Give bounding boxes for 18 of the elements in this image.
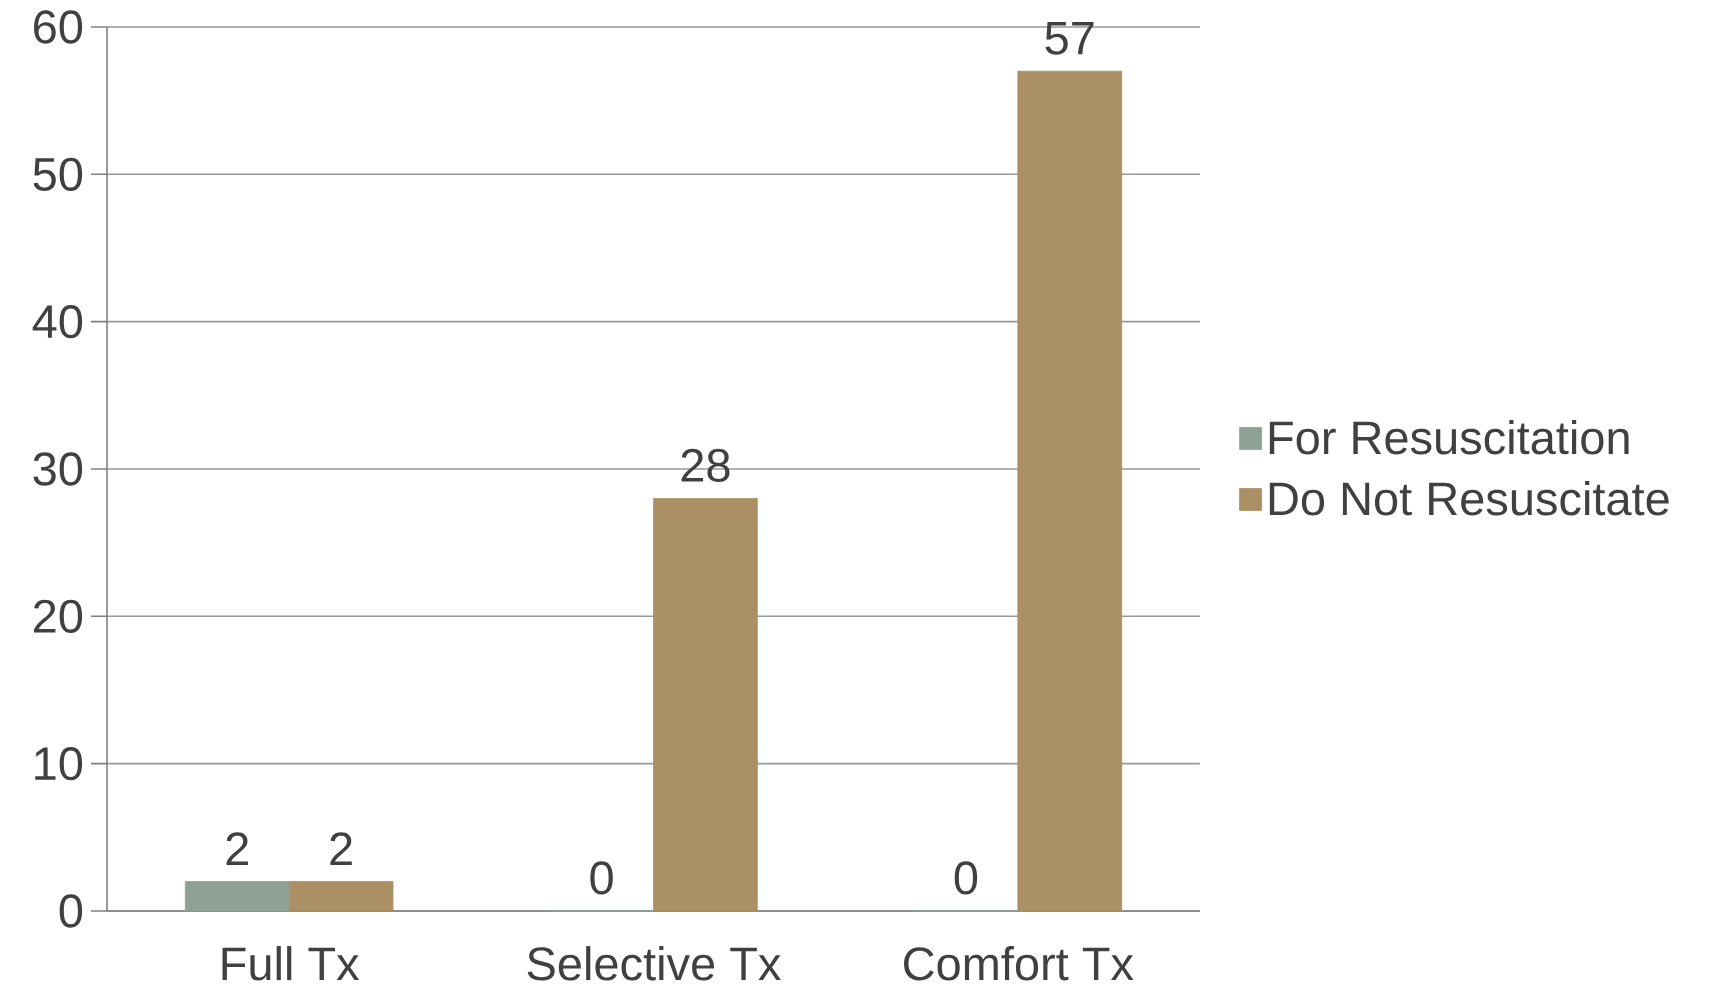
y-tick-label: 60 [34, 10, 83, 44]
legend-label: Do Not Resuscitate [1269, 481, 1669, 516]
data-label: 28 [681, 448, 730, 483]
x-tick-label: Full Tx [222, 946, 360, 981]
data-label: 57 [1045, 21, 1094, 55]
data-label: 2 [330, 832, 352, 866]
y-tick-label: 30 [33, 452, 83, 486]
x-tick-label: Comfort Tx [904, 946, 1134, 981]
y-tick-label: 50 [33, 157, 83, 191]
y-tick-label: 40 [32, 305, 83, 339]
x-tick-label: Selective Tx [527, 946, 781, 981]
y-tick-label: 10 [35, 747, 83, 781]
data-label: 0 [590, 861, 613, 895]
legend-label: For Resuscitation [1269, 419, 1629, 455]
data-label: 2 [226, 832, 248, 866]
data-label: 0 [954, 861, 978, 895]
y-tick-label: 0 [59, 894, 83, 928]
y-tick-label: 20 [34, 599, 83, 633]
